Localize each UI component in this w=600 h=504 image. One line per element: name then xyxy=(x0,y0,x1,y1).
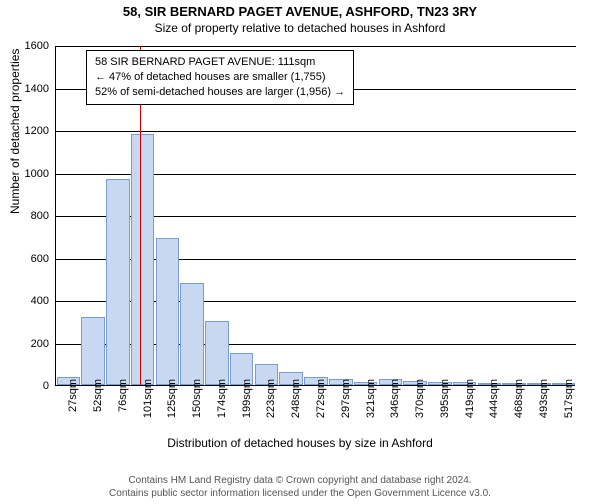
y-tick-label: 0 xyxy=(9,380,49,392)
legend-line-3: 52% of semi-detached houses are larger (… xyxy=(95,85,345,100)
x-tick-label: 444sqm xyxy=(488,379,500,439)
x-tick-label: 370sqm xyxy=(414,379,426,439)
y-tick-label: 400 xyxy=(9,295,49,307)
gridline xyxy=(56,46,576,47)
x-tick-label: 517sqm xyxy=(563,379,575,439)
x-axis-label: Distribution of detached houses by size … xyxy=(0,436,600,450)
x-tick-label: 150sqm xyxy=(191,379,203,439)
chart-area: 58 SIR BERNARD PAGET AVENUE: 111sqm ← 47… xyxy=(55,46,575,426)
x-tick-label: 27sqm xyxy=(67,379,79,439)
bar xyxy=(106,179,130,385)
footer: Contains HM Land Registry data © Crown c… xyxy=(0,475,600,500)
x-tick-label: 468sqm xyxy=(513,379,525,439)
x-tick-label: 125sqm xyxy=(166,379,178,439)
bar xyxy=(180,283,204,385)
x-tick-label: 76sqm xyxy=(117,379,129,439)
gridline xyxy=(56,131,576,132)
x-tick-label: 493sqm xyxy=(538,379,550,439)
x-tick-label: 174sqm xyxy=(216,379,228,439)
x-tick-label: 199sqm xyxy=(241,379,253,439)
footer-line-1: Contains HM Land Registry data © Crown c… xyxy=(0,475,600,488)
bar xyxy=(131,134,155,385)
x-tick-label: 52sqm xyxy=(92,379,104,439)
x-tick-label: 223sqm xyxy=(265,379,277,439)
page-title: 58, SIR BERNARD PAGET AVENUE, ASHFORD, T… xyxy=(0,4,600,19)
y-tick-label: 1000 xyxy=(9,168,49,180)
legend-line-1: 58 SIR BERNARD PAGET AVENUE: 111sqm xyxy=(95,55,345,70)
y-tick-label: 600 xyxy=(9,253,49,265)
x-tick-label: 395sqm xyxy=(439,379,451,439)
bar xyxy=(156,238,180,385)
legend-line-2: ← 47% of detached houses are smaller (1,… xyxy=(95,70,345,85)
x-tick-label: 321sqm xyxy=(365,379,377,439)
x-tick-label: 346sqm xyxy=(389,379,401,439)
plot-region: 58 SIR BERNARD PAGET AVENUE: 111sqm ← 47… xyxy=(55,46,575,386)
legend-box: 58 SIR BERNARD PAGET AVENUE: 111sqm ← 47… xyxy=(86,50,354,105)
y-tick-label: 1600 xyxy=(9,40,49,52)
y-tick-label: 1400 xyxy=(9,83,49,95)
bar xyxy=(205,321,229,385)
x-tick-label: 272sqm xyxy=(315,379,327,439)
y-tick-label: 1200 xyxy=(9,125,49,137)
x-tick-label: 297sqm xyxy=(340,379,352,439)
x-tick-label: 101sqm xyxy=(142,379,154,439)
page-subtitle: Size of property relative to detached ho… xyxy=(0,21,600,35)
x-tick-label: 419sqm xyxy=(464,379,476,439)
y-tick-label: 200 xyxy=(9,338,49,350)
x-tick-label: 248sqm xyxy=(290,379,302,439)
footer-line-2: Contains public sector information licen… xyxy=(0,488,600,501)
y-tick-label: 800 xyxy=(9,210,49,222)
bar xyxy=(81,317,105,385)
